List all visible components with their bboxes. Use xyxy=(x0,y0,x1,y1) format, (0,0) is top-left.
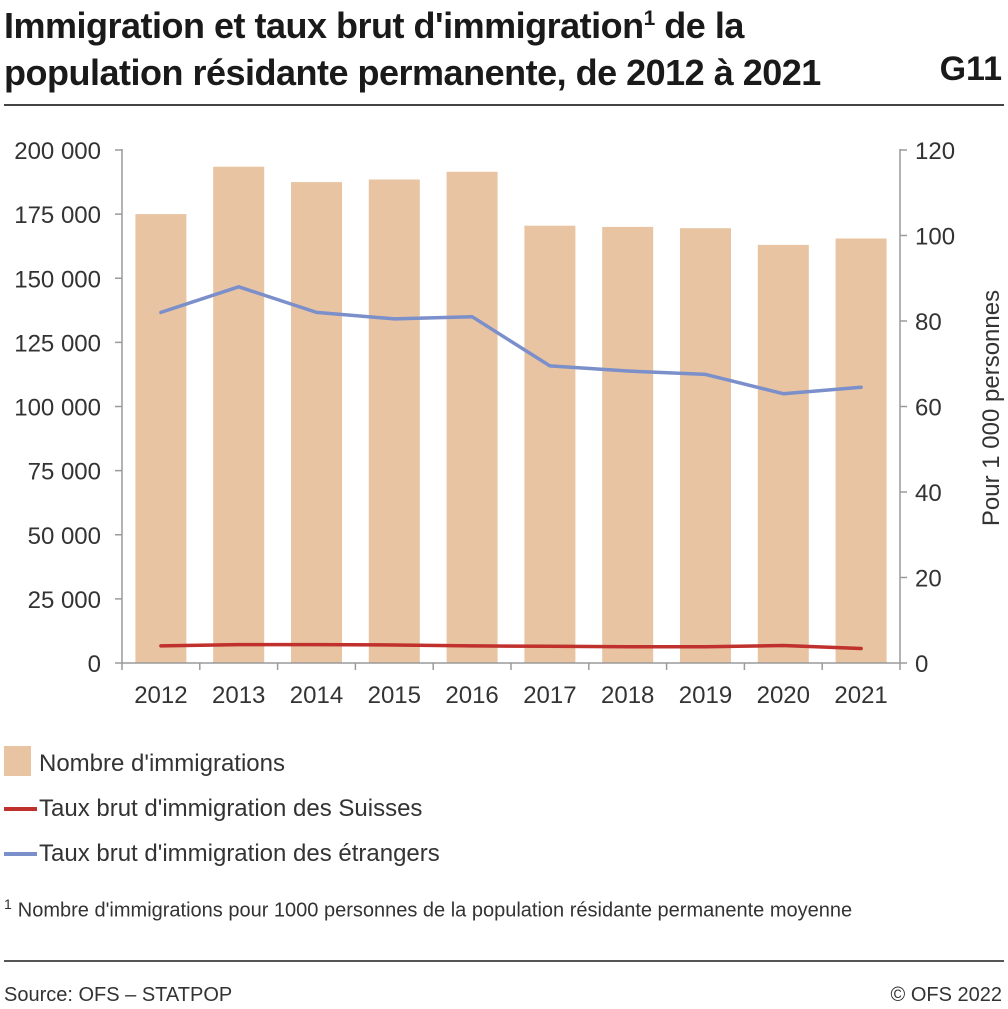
bar-2015 xyxy=(368,179,420,663)
bar-2013 xyxy=(213,166,265,663)
footnote-marker: 1 xyxy=(4,896,12,912)
bar-2021 xyxy=(835,238,887,663)
x-tick-label-2015: 2015 xyxy=(368,682,421,709)
y-left-tick-label: 50 000 xyxy=(28,523,101,550)
y-right-tick-label: 100 xyxy=(915,224,955,251)
legend-label: Taux brut d'immigration des Suisses xyxy=(39,795,423,822)
legend-label: Taux brut d'immigration des étrangers xyxy=(39,840,440,867)
y-right-tick-label: 80 xyxy=(915,309,942,336)
y-left-tick-label: 100 000 xyxy=(14,395,101,422)
x-tick-label-2017: 2017 xyxy=(523,682,576,709)
y-left-tick-label: 25 000 xyxy=(28,587,101,614)
chart-title-rest: de la population résidante permanente, d… xyxy=(4,5,821,93)
x-tick-label-2021: 2021 xyxy=(834,682,887,709)
bar-2019 xyxy=(680,228,731,663)
y-left-tick-label: 200 000 xyxy=(14,138,101,165)
y-right-axis-title: Pour 1 000 personnes xyxy=(978,290,1005,526)
y-right-tick-label: 60 xyxy=(915,395,942,422)
bar-2014 xyxy=(291,182,342,663)
bar-2020 xyxy=(757,244,809,663)
copyright-text: © OFS 2022 xyxy=(890,984,1002,1006)
chart-area: 0 25 000 50 000 75 000 100 000 125 000 150 000… xyxy=(14,138,1005,709)
footnote-text: Nombre d'immigrations pour 1000 personne… xyxy=(17,899,853,922)
x-tick-label-2020: 2020 xyxy=(757,682,810,709)
y-right-tick-label: 120 xyxy=(915,138,955,165)
x-tick-label-2012: 2012 xyxy=(134,682,187,709)
y-left-tick-label: 75 000 xyxy=(28,459,101,486)
y-left-tick-label: 125 000 xyxy=(14,330,101,357)
title-divider xyxy=(4,104,1004,106)
x-tick-label-2018: 2018 xyxy=(601,682,654,709)
footnote: 1 Nombre d'immigrations pour 1000 personn… xyxy=(4,896,852,923)
bar-2012 xyxy=(135,214,187,663)
chart-title: Immigration et taux brut d'immigration1 … xyxy=(4,2,904,96)
title-footnote-marker: 1 xyxy=(643,7,656,30)
line-series-suisses xyxy=(159,642,863,651)
bar-2016 xyxy=(446,171,498,664)
line-series-etrangers xyxy=(159,285,863,396)
bar-2017 xyxy=(524,225,576,663)
source-text: Source: OFS – STATPOP xyxy=(4,984,233,1006)
legend-swatch-line-red xyxy=(4,807,37,811)
x-tick-label-2019: 2019 xyxy=(679,682,732,709)
x-tick-label-2016: 2016 xyxy=(445,682,498,709)
y-right-tick-label: 0 xyxy=(915,651,928,678)
bar-2018 xyxy=(602,226,654,663)
footer-divider xyxy=(4,960,1004,962)
y-left-tick-label: 150 000 xyxy=(14,266,101,293)
y-right-tick-label: 40 xyxy=(915,480,942,507)
chart-title-text: Immigration et taux brut d'immigration xyxy=(4,5,644,46)
legend-swatch-line-blue xyxy=(4,852,37,856)
y-left-tick-label: 0 xyxy=(88,651,101,678)
y-left-tick-label: 175 000 xyxy=(14,202,101,229)
legend-swatch-bar xyxy=(4,746,31,776)
y-right-tick-label: 20 xyxy=(915,566,942,593)
graphic-number-badge: G11 xyxy=(939,50,1002,88)
x-tick-label-2014: 2014 xyxy=(290,682,343,709)
legend-label: Nombre d'immigrations xyxy=(39,750,285,777)
x-tick-label-2013: 2013 xyxy=(212,682,265,709)
